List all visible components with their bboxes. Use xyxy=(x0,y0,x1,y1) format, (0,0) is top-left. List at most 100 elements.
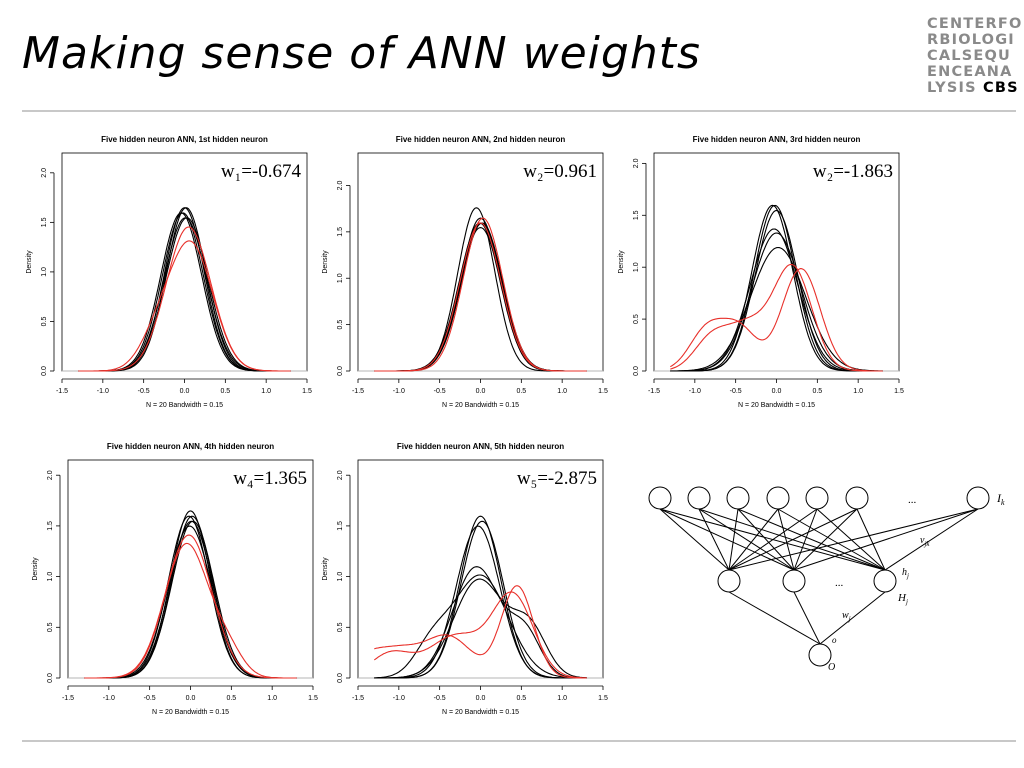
density-curve xyxy=(374,222,587,372)
hidden-node xyxy=(873,569,897,593)
density-plot-2: Five hidden neuron ANN, 2nd hidden neuro… xyxy=(318,128,608,420)
cbs-logo: CENTERFO RBIOLOGI CALSEQU ENCEANA LYSIS … xyxy=(927,16,1023,96)
density-curve xyxy=(670,232,883,372)
network-edge xyxy=(737,508,795,571)
density-plot-svg: Five hidden neuron ANN, 4th hidden neuro… xyxy=(32,442,318,716)
density-curve xyxy=(374,217,587,372)
density-plot-svg: Five hidden neuron ANN, 5th hidden neuro… xyxy=(322,442,608,716)
x-tick-label: 0.5 xyxy=(220,388,230,395)
x-tick-label: -1.5 xyxy=(352,695,364,702)
density-plot-svg: Five hidden neuron ANN, 1st hidden neuro… xyxy=(26,135,312,409)
y-tick-label: 1.0 xyxy=(337,273,344,283)
input-node xyxy=(766,486,790,510)
hidden-layer-label: Hj xyxy=(897,592,908,606)
network-edge xyxy=(698,508,795,571)
density-curve xyxy=(670,263,883,372)
x-axis-label: N = 20 Bandwidth = 0.15 xyxy=(738,402,815,409)
density-curve xyxy=(670,246,883,372)
y-tick-label: 1.5 xyxy=(337,227,344,237)
x-axis-label: N = 20 Bandwidth = 0.15 xyxy=(442,709,519,716)
x-tick-label: 0.5 xyxy=(516,695,526,702)
network-edge xyxy=(793,508,979,571)
output-weight-label: wj xyxy=(842,610,851,623)
network-edge xyxy=(737,508,886,571)
y-tick-label: 0.0 xyxy=(633,366,640,376)
y-tick-label: 1.5 xyxy=(633,210,640,220)
density-curve xyxy=(84,515,297,679)
density-curve xyxy=(78,217,291,372)
x-tick-label: 0.0 xyxy=(476,695,486,702)
logo-line: LYSIS xyxy=(927,80,977,96)
x-tick-label: -1.0 xyxy=(393,388,405,395)
density-curve xyxy=(670,209,883,372)
output-node xyxy=(808,643,832,667)
density-curve xyxy=(374,574,587,679)
x-tick-label: 0.0 xyxy=(180,388,190,395)
x-tick-label: 1.5 xyxy=(598,388,608,395)
y-tick-label: 1.0 xyxy=(41,267,48,277)
network-edge xyxy=(728,508,979,571)
hidden-node xyxy=(782,569,806,593)
x-tick-label: 0.0 xyxy=(772,388,782,395)
density-curve xyxy=(374,217,587,372)
network-edge xyxy=(816,508,886,571)
x-tick-label: 0.5 xyxy=(516,388,526,395)
input-node xyxy=(805,486,829,510)
density-curve xyxy=(78,240,291,372)
x-tick-label: 0.0 xyxy=(186,695,196,702)
x-tick-label: 1.0 xyxy=(557,388,567,395)
x-tick-label: -0.5 xyxy=(138,388,150,395)
density-curve xyxy=(374,515,587,679)
network-edge xyxy=(659,508,730,571)
x-tick-label: 0.0 xyxy=(476,388,486,395)
y-tick-label: 0.0 xyxy=(337,366,344,376)
input-node xyxy=(687,486,711,510)
network-edge xyxy=(728,591,821,645)
y-tick-label: 1.5 xyxy=(47,521,54,531)
weight-annotation: w₁=-0.674 xyxy=(221,161,302,182)
density-curve xyxy=(374,227,587,372)
output-value-label: o xyxy=(832,635,837,645)
hidden-ellipsis: ... xyxy=(835,577,844,589)
footer-divider xyxy=(22,740,1016,742)
y-tick-label: 0.5 xyxy=(47,622,54,632)
density-curve xyxy=(78,212,291,372)
plot-title: Five hidden neuron ANN, 3rd hidden neuro… xyxy=(693,135,861,144)
y-axis-label: Density xyxy=(322,557,329,581)
network-edge xyxy=(777,508,886,571)
density-plot-4: Five hidden neuron ANN, 4th hidden neuro… xyxy=(28,435,318,727)
density-curve xyxy=(84,525,297,679)
input-node xyxy=(726,486,750,510)
density-plot-svg: Five hidden neuron ANN, 3rd hidden neuro… xyxy=(618,135,904,409)
x-tick-label: -1.0 xyxy=(103,695,115,702)
x-tick-label: 1.5 xyxy=(598,695,608,702)
y-tick-label: 1.0 xyxy=(47,572,54,582)
input-node xyxy=(648,486,672,510)
y-axis-label: Density xyxy=(26,250,33,274)
logo-line: LYSIS CBS xyxy=(927,80,1018,96)
weight-annotation: w₄=1.365 xyxy=(233,468,307,489)
x-tick-label: 1.0 xyxy=(853,388,863,395)
density-curve xyxy=(670,268,883,372)
density-curve xyxy=(374,525,587,679)
y-tick-label: 2.0 xyxy=(337,180,344,190)
logo-line: CENTERFO xyxy=(927,16,1023,32)
x-tick-label: 0.5 xyxy=(226,695,236,702)
y-tick-label: 1.5 xyxy=(337,521,344,531)
x-tick-label: 0.5 xyxy=(812,388,822,395)
plot-frame xyxy=(653,152,900,372)
y-tick-label: 0.0 xyxy=(41,366,48,376)
y-tick-label: 0.5 xyxy=(337,320,344,330)
density-curve xyxy=(374,585,587,679)
network-edge xyxy=(728,508,858,571)
header-divider xyxy=(22,110,1016,112)
y-tick-label: 0.0 xyxy=(337,673,344,683)
x-tick-label: -1.5 xyxy=(352,388,364,395)
density-curve xyxy=(374,222,587,372)
network-edge xyxy=(728,508,779,571)
ann-diagram: ... ... Ik vjk hj Hj wj o O xyxy=(640,478,1020,698)
x-tick-label: -0.5 xyxy=(434,388,446,395)
y-tick-label: 2.0 xyxy=(337,470,344,480)
x-tick-label: 1.0 xyxy=(261,388,271,395)
density-curve xyxy=(670,228,883,372)
